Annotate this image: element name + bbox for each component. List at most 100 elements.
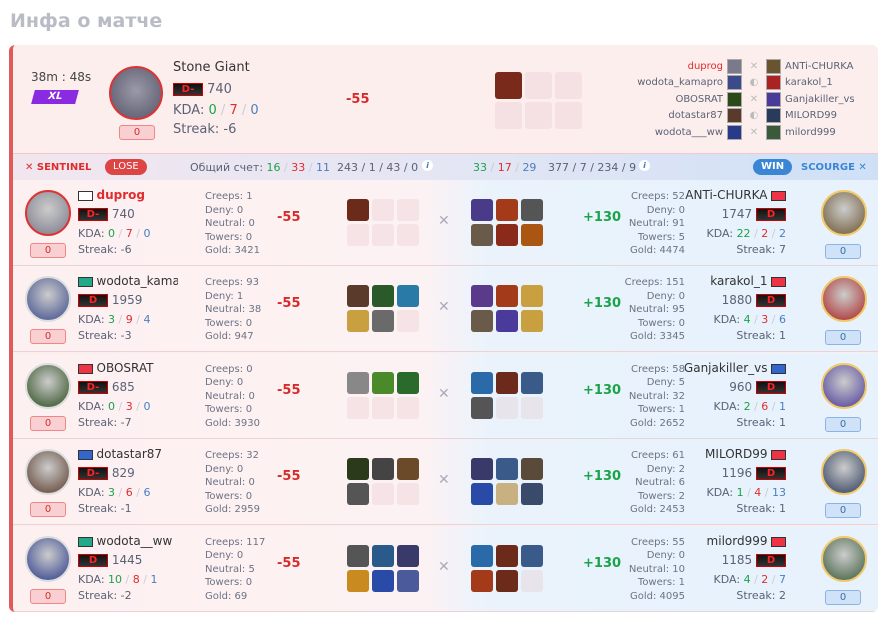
item-icon[interactable] [471, 285, 493, 308]
item-icon[interactable] [372, 310, 394, 333]
item-icon[interactable] [521, 224, 543, 246]
item-icon[interactable] [496, 199, 518, 221]
item-icon[interactable] [347, 310, 369, 333]
player-avatar[interactable] [821, 362, 867, 409]
item-icon[interactable] [471, 396, 493, 419]
player-name[interactable]: karakol_1 [710, 274, 768, 289]
item-icon[interactable] [347, 458, 369, 481]
item-icon[interactable] [372, 458, 394, 481]
player-name[interactable]: dotastar87 [96, 447, 163, 462]
player-avatar[interactable] [25, 449, 71, 496]
item-icon[interactable] [372, 569, 394, 592]
player-name[interactable]: wodota__ww [96, 533, 173, 548]
flag-icon [771, 450, 786, 461]
player-name-line: Ganjakiller_vs [676, 361, 786, 375]
item-icon[interactable] [397, 371, 419, 394]
item-icon[interactable] [496, 224, 518, 246]
player-avatar[interactable] [821, 535, 867, 582]
player-avatar[interactable] [25, 276, 71, 323]
item-icon[interactable] [471, 483, 493, 506]
player-avatar[interactable] [821, 449, 867, 496]
empty-item-slot [372, 483, 394, 506]
player-avatar[interactable] [821, 190, 867, 236]
player-name[interactable]: MILORD99 [705, 447, 768, 462]
item-icon[interactable] [347, 569, 369, 592]
item-icon[interactable] [471, 458, 493, 481]
item-icon[interactable] [496, 458, 518, 481]
player-avatar[interactable] [821, 276, 867, 323]
item-icon[interactable] [496, 544, 518, 567]
creeps: Creeps: 52 [630, 191, 685, 202]
item-icon[interactable] [471, 544, 493, 567]
lineup-sentinel-player[interactable]: duprog [687, 60, 723, 72]
kda: KDA: 3 / 9 / 4 [78, 313, 151, 327]
player-avatar[interactable] [25, 535, 71, 582]
lineup-scourge-player[interactable]: Ganjakiller_vs [785, 93, 855, 105]
lineup-scourge-player[interactable]: MILORD99 [785, 110, 838, 122]
item-icon[interactable] [347, 371, 369, 394]
lineup-scourge-player[interactable]: ANTi-CHURKA [785, 60, 854, 72]
lineup-sentinel-player[interactable]: OBOSRAT [675, 93, 724, 105]
deny: Deny: 0 [646, 290, 685, 302]
lineup-scourge-player[interactable]: milord999 [785, 126, 836, 138]
item-icon[interactable] [471, 371, 493, 394]
info-icon[interactable]: i [639, 160, 650, 171]
item-icon[interactable] [372, 544, 394, 567]
item-icon[interactable] [521, 544, 543, 567]
item-icon[interactable] [521, 371, 543, 394]
player-name[interactable]: duprog [96, 188, 145, 202]
item-icon[interactable] [471, 199, 493, 221]
item-icon[interactable] [397, 458, 419, 481]
rating: 1747 [721, 207, 753, 221]
lineup-sentinel-player[interactable]: wodota___ww [654, 126, 723, 138]
lineup-sentinel-player[interactable]: wodota_kamapro [637, 77, 723, 89]
item-icon[interactable] [496, 483, 518, 506]
item-icon[interactable] [496, 371, 518, 394]
item-icon[interactable] [521, 483, 543, 506]
item-icon[interactable] [347, 483, 369, 506]
item-icon[interactable] [397, 544, 419, 567]
hero-avatar[interactable] [109, 66, 163, 120]
item-icon[interactable] [521, 285, 543, 308]
rank-badge: D [756, 380, 786, 394]
empty-item-slot [347, 224, 369, 246]
player-name[interactable]: ANTi-CHURKA [685, 188, 768, 202]
player-pill: 0 [30, 588, 66, 604]
item-icon[interactable] [496, 569, 518, 592]
scourge-score: 33 / 17 / 29 [473, 161, 537, 174]
info-icon[interactable]: i [422, 160, 433, 171]
player-name[interactable]: wodota_kama [96, 274, 179, 289]
towers: Towers: 5 [637, 231, 685, 243]
rank-badge: D [78, 294, 108, 308]
player-name[interactable]: OBOSRAT [96, 360, 154, 375]
player-name[interactable]: Ganjakiller_vs [683, 360, 768, 375]
item-icon[interactable] [471, 224, 493, 246]
lineup-sentinel-player[interactable]: dotastar87 [668, 110, 723, 122]
swords-icon: ✕ [438, 385, 450, 402]
item-icon[interactable] [496, 285, 518, 308]
item-icon[interactable] [521, 310, 543, 333]
player-name-line: MILORD99 [676, 447, 786, 461]
item-icon[interactable] [521, 199, 543, 221]
item-icon[interactable] [471, 569, 493, 592]
item-icon[interactable] [496, 310, 518, 333]
player-avatar[interactable] [25, 362, 71, 409]
item-icon[interactable] [397, 569, 419, 592]
item-icon[interactable] [347, 285, 369, 308]
item-icon[interactable] [521, 458, 543, 481]
table-row: 0 dotastar87 D- 829 KDA: 3 / 6 / 6 Strea… [13, 439, 878, 526]
item-icon[interactable] [495, 72, 522, 99]
rating-line: 1185 D [722, 553, 786, 567]
player-name[interactable]: milord999 [706, 533, 768, 548]
item-icon[interactable] [372, 371, 394, 394]
item-icon[interactable] [372, 285, 394, 308]
item-icon[interactable] [347, 199, 369, 221]
item-icon[interactable] [471, 310, 493, 333]
rating: 740 [207, 82, 232, 97]
item-icon[interactable] [397, 285, 419, 308]
lineup-scourge-player[interactable]: karakol_1 [785, 77, 833, 89]
shield-icon: ◐ [749, 110, 759, 122]
flag-icon [771, 363, 786, 374]
item-icon[interactable] [347, 544, 369, 567]
player-avatar[interactable] [25, 190, 71, 236]
